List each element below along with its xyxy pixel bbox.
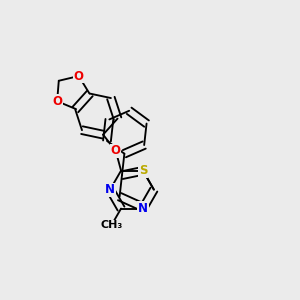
Text: CH₃: CH₃ — [100, 220, 122, 230]
Text: O: O — [111, 144, 121, 157]
Text: N: N — [138, 202, 148, 215]
Text: S: S — [139, 164, 147, 177]
Text: O: O — [52, 95, 62, 108]
Text: N: N — [105, 183, 115, 196]
Text: O: O — [74, 70, 84, 83]
